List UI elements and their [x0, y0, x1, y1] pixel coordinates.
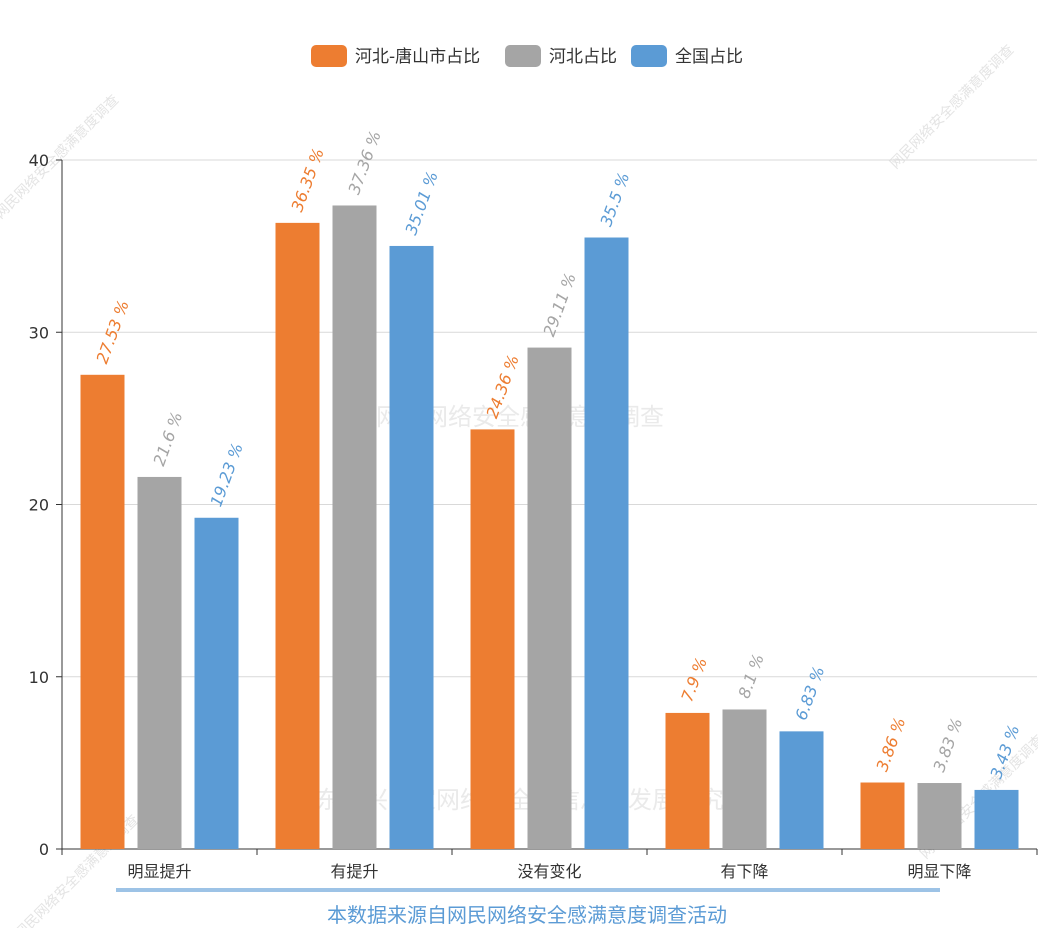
y-tick-label: 40 — [29, 151, 49, 170]
data-label: 6.83 % — [791, 664, 828, 723]
bars — [80, 205, 1019, 850]
data-label: 3.83 % — [929, 715, 966, 774]
data-label: 35.5 % — [596, 170, 633, 229]
bar — [779, 731, 824, 849]
watermark-corner-top-right: 网民网络安全感满意度调查 — [886, 41, 1017, 172]
legend-label: 河北-唐山市占比 — [355, 46, 480, 67]
x-axis: 明显提升 有提升 没有变化 有下降 明显下降 — [61, 848, 1038, 881]
data-label: 37.36 % — [344, 128, 384, 197]
y-tick-label: 0 — [39, 840, 49, 859]
bar — [332, 205, 377, 849]
bar — [974, 789, 1019, 849]
legend-swatch — [505, 45, 541, 67]
bar — [527, 347, 572, 849]
data-label: 8.1 % — [734, 651, 767, 700]
data-label: 35.01 % — [401, 169, 441, 238]
x-category-label: 有下降 — [720, 862, 768, 881]
legend-label: 全国占比 — [675, 47, 743, 67]
y-tick-label: 10 — [29, 668, 49, 687]
data-label: 19.23 % — [206, 441, 246, 510]
bar — [137, 476, 182, 849]
bar — [389, 245, 434, 849]
footer-source-text: 本数据来源自网民网络安全感满意度调查活动 — [327, 903, 727, 927]
data-label: 29.11 % — [539, 270, 579, 339]
bar — [665, 712, 710, 849]
bar — [917, 783, 962, 849]
x-category-label: 明显下降 — [907, 862, 971, 881]
bar — [470, 429, 515, 849]
data-label: 3.86 % — [872, 715, 909, 774]
legend-swatch — [631, 45, 667, 67]
legend-swatch — [311, 45, 347, 67]
bar — [584, 237, 629, 849]
data-label: 7.9 % — [677, 655, 710, 704]
bar — [275, 222, 320, 850]
bar — [860, 782, 905, 849]
legend: 河北-唐山市占比 河北占比 全国占比 — [311, 45, 743, 67]
legend-label: 河北占比 — [549, 47, 617, 67]
watermark-corner-top-left: 网民网络安全感满意度调查 — [0, 91, 122, 222]
y-tick-label: 20 — [29, 496, 49, 515]
x-category-label: 没有变化 — [517, 862, 581, 881]
data-label: 36.35 % — [287, 146, 327, 215]
x-category-label: 有提升 — [330, 862, 378, 881]
y-axis: 0 10 20 30 40 — [29, 151, 63, 859]
bar — [722, 709, 767, 849]
x-category-label: 明显提升 — [127, 862, 191, 881]
bar — [194, 517, 239, 849]
y-tick-label: 30 — [29, 323, 49, 342]
bar — [80, 374, 125, 849]
data-label: 21.6 % — [149, 409, 186, 468]
